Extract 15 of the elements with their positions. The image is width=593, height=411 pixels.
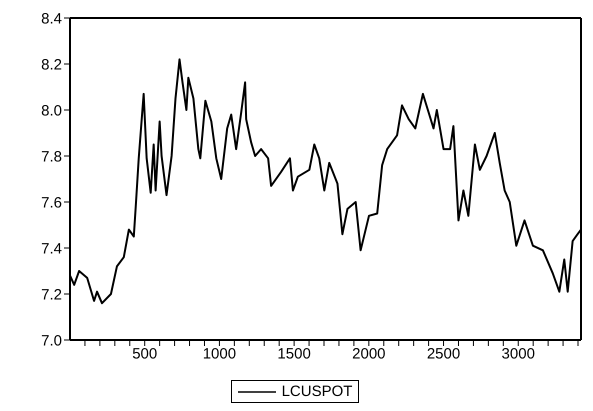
x-tick-label: 1500 (277, 346, 311, 363)
y-tick-label: 7.4 (41, 240, 62, 258)
legend-label: LCUSPOT (282, 383, 352, 400)
y-tick-label: 7.2 (41, 286, 62, 304)
x-tick-label: 1000 (202, 346, 236, 363)
x-tick-label: 2500 (426, 346, 460, 363)
y-tick-label: 8.2 (41, 56, 62, 74)
x-tick-label: 2000 (352, 346, 386, 363)
y-tick-label: 8.4 (41, 10, 62, 28)
x-tick-label: 500 (132, 346, 158, 363)
y-tick-label: 7.8 (41, 148, 62, 166)
y-tick-label: 7.6 (41, 194, 62, 212)
y-tick-label: 8.0 (41, 102, 62, 120)
x-tick-label: 3000 (502, 346, 535, 363)
y-tick-label: 7.0 (41, 332, 62, 350)
